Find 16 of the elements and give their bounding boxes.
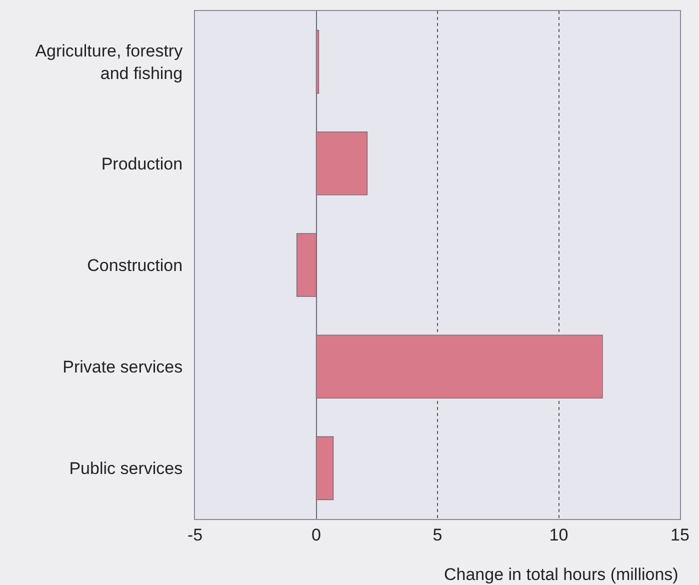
x-tick-label: 5 <box>432 525 442 544</box>
bar <box>296 233 317 297</box>
bar <box>316 436 334 500</box>
x-tick-label: 10 <box>549 525 568 544</box>
y-tick-label: Agriculture, forestry and fishing <box>35 42 184 83</box>
y-tick-label: Public services <box>69 459 183 478</box>
y-tick-label: Construction <box>87 256 183 275</box>
x-tick-label: -5 <box>187 525 203 544</box>
bar <box>316 30 320 94</box>
bar <box>316 334 603 398</box>
x-tick-label: 15 <box>670 525 690 544</box>
y-tick-label: Production <box>101 154 183 174</box>
y-tick-label: Private services <box>62 358 183 377</box>
x-tick-label: 0 <box>312 525 321 544</box>
x-axis-title: Change in total hours (millions) <box>444 565 678 584</box>
bar <box>316 132 368 196</box>
